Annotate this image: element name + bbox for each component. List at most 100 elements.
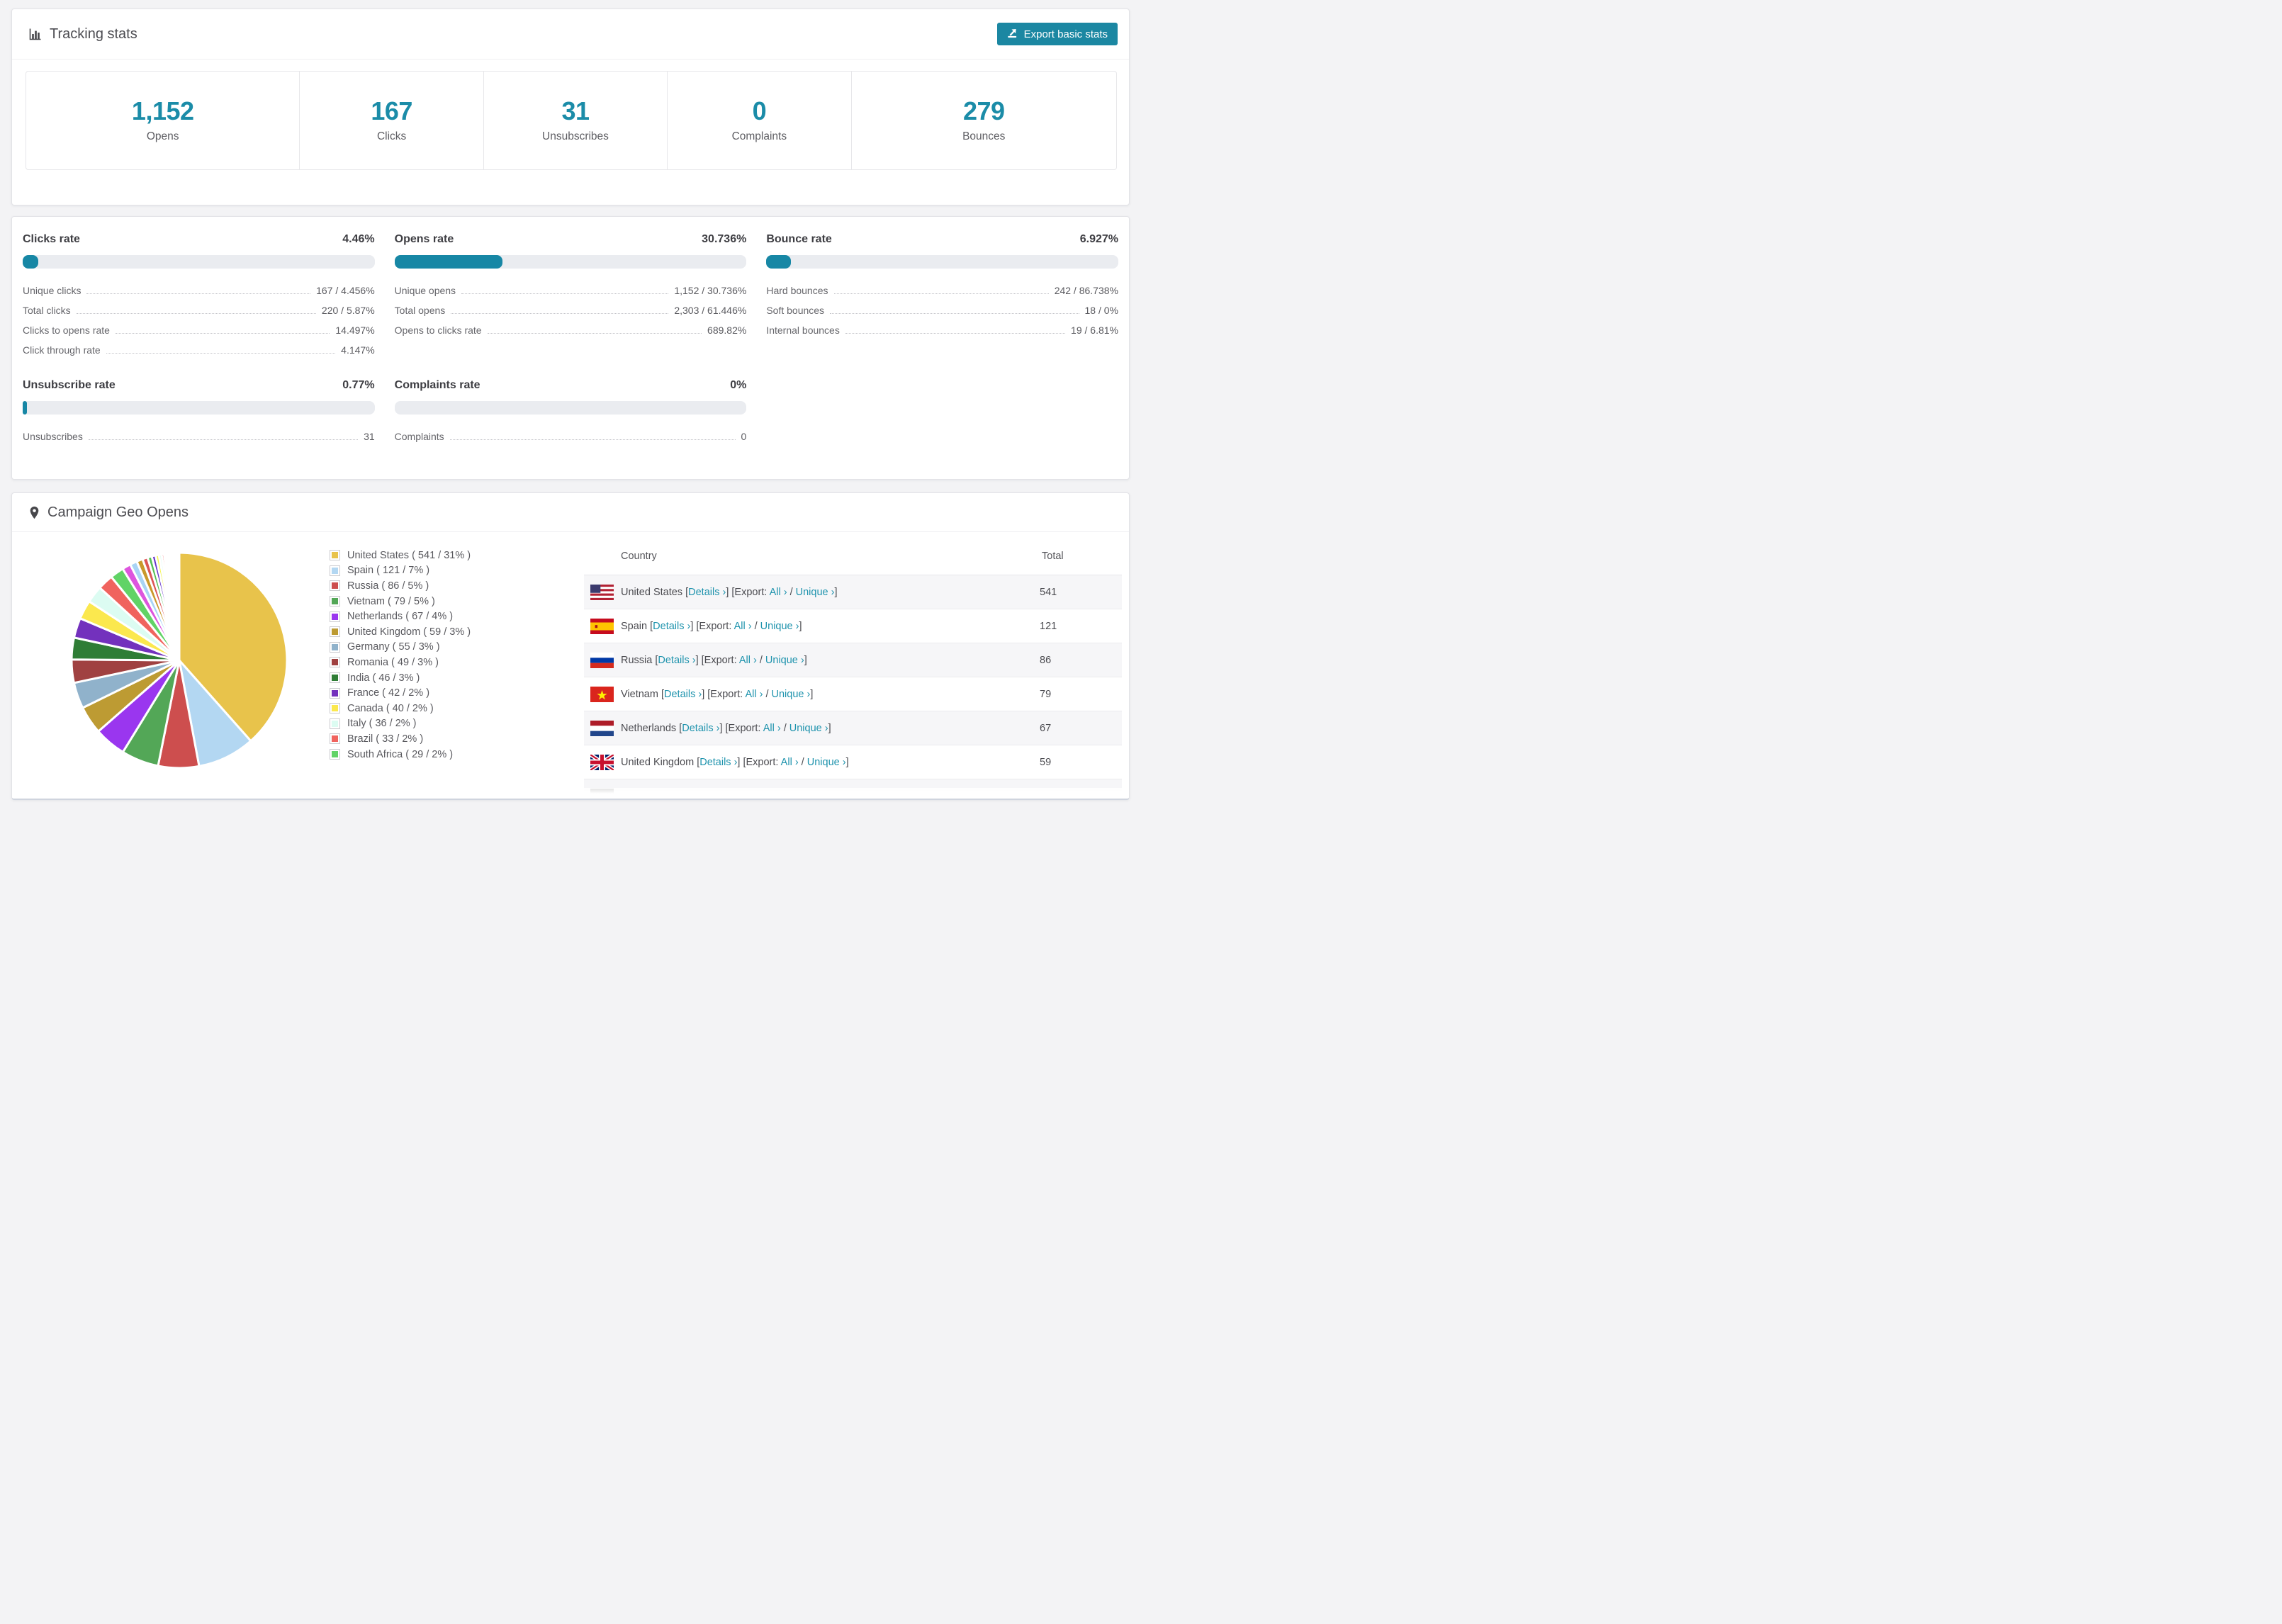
metric-label: Total clicks — [23, 305, 71, 316]
export-all-link[interactable]: All › — [734, 620, 752, 632]
metric-label: Hard bounces — [766, 285, 828, 296]
details-link[interactable]: Details › — [699, 756, 738, 768]
total-cell: 86 — [1040, 654, 1052, 666]
bar-chart-icon — [29, 28, 42, 40]
dotted-leader — [449, 439, 736, 440]
metric-label: Complaints — [394, 431, 444, 442]
export-all-link[interactable]: All › — [780, 756, 799, 768]
legend-label: France ( 42 / 2% ) — [347, 687, 430, 699]
legend-swatch — [330, 687, 340, 699]
tracking-stats-header: Tracking stats Export basic stats — [12, 9, 1129, 60]
stat-label: Unsubscribes — [542, 130, 609, 142]
details-link[interactable]: Details › — [658, 654, 696, 666]
country-cell: Netherlands [Details ›] [Export: All › /… — [621, 723, 831, 734]
geo-header: Campaign Geo Opens — [12, 493, 1129, 532]
legend-label: Romania ( 49 / 3% ) — [347, 656, 439, 668]
total-cell: 67 — [1040, 722, 1052, 734]
tracking-stats-title-wrap: Tracking stats — [29, 26, 137, 43]
export-all-link[interactable]: All › — [763, 722, 781, 734]
stat-cell: 167 Clicks — [300, 72, 484, 169]
export-unique-link[interactable]: Unique › — [765, 654, 804, 666]
metric-label: Opens to clicks rate — [394, 325, 482, 336]
country-name: United States — [621, 586, 683, 598]
legend-item: Vietnam ( 79 / 5% ) — [330, 594, 471, 609]
export-basic-stats-button[interactable]: Export basic stats — [996, 23, 1118, 45]
rate-rows: Unsubscribes 31 — [23, 426, 375, 446]
rate-value: 30.736% — [702, 233, 747, 245]
export-all-link[interactable]: All › — [745, 688, 763, 700]
geo-opens-table: Country Total United States [Details ›] … — [584, 538, 1122, 799]
legend-item: Italy ( 36 / 2% ) — [330, 716, 471, 732]
dashboard-page: Tracking stats Export basic stats 1,152 … — [0, 0, 1141, 812]
flag-vn-icon — [590, 686, 614, 702]
bracket-text: [ — [694, 756, 700, 768]
metric-value: 19 / 6.81% — [1071, 325, 1118, 336]
details-link[interactable]: Details › — [688, 586, 726, 598]
table-row: Russia [Details ›] [Export: All › / Uniq… — [584, 643, 1122, 677]
metric-row: Soft bounces 18 / 0% — [766, 300, 1118, 320]
summary-stats-box: 1,152 Opens 167 Clicks 31 Unsubscribes 0… — [26, 71, 1117, 170]
metric-label: Internal bounces — [766, 325, 840, 336]
details-link[interactable]: Details › — [653, 620, 691, 632]
rate-rows: Complaints 0 — [395, 426, 747, 446]
flag-es-icon — [590, 618, 614, 634]
table-header-row: Country Total — [584, 538, 1122, 575]
metric-row: Total opens 2,303 / 61.446% — [395, 300, 747, 320]
export-all-link[interactable]: All › — [738, 654, 757, 666]
export-all-link[interactable]: All › — [769, 586, 787, 598]
country-name: Netherlands — [621, 722, 677, 734]
export-unique-link[interactable]: Unique › — [795, 586, 835, 598]
rate-title: Unsubscribe rate — [23, 379, 116, 391]
stat-value: 167 — [371, 96, 412, 125]
progress-bar-fill — [23, 255, 39, 269]
metric-label: Click through rate — [23, 344, 101, 356]
metric-row: Clicks to opens rate 14.497% — [23, 320, 375, 339]
progress-bar — [394, 401, 747, 415]
metric-label: Unique opens — [394, 285, 456, 296]
details-link[interactable]: Details › — [682, 722, 720, 734]
metric-value: 14.497% — [335, 325, 375, 336]
geo-opens-pie-chart — [66, 547, 293, 774]
export-unique-link[interactable]: Unique › — [771, 688, 811, 700]
details-link[interactable]: Details › — [664, 688, 702, 700]
export-button-label: Export basic stats — [1023, 28, 1108, 40]
rate-title: Clicks rate — [23, 233, 80, 245]
slash-text: / — [756, 654, 765, 666]
rate-rows: Unique clicks 167 / 4.456% Total clicks … — [23, 280, 375, 359]
export-unique-link[interactable]: Unique › — [760, 620, 799, 632]
metric-label: Soft bounces — [766, 305, 825, 316]
rates-grid: Clicks rate 4.46% Unique clicks 167 / 4.… — [12, 217, 1129, 446]
slash-text: / — [763, 688, 772, 700]
country-name: Spain — [621, 620, 648, 632]
rate-card: Opens rate 30.736% Unique opens 1,152 / … — [394, 233, 747, 359]
dotted-leader — [487, 333, 702, 334]
export-unique-link[interactable]: Unique › — [789, 722, 828, 734]
rate-title: Complaints rate — [394, 379, 480, 391]
stat-cell: 1,152 Opens — [26, 72, 300, 169]
legend-item: Spain ( 121 / 7% ) — [330, 563, 471, 579]
rate-value: 0% — [730, 379, 747, 391]
metric-value: 1,152 / 30.736% — [674, 285, 747, 296]
rate-title: Opens rate — [394, 233, 454, 245]
legend-item: Canada ( 40 / 2% ) — [330, 701, 471, 716]
pie-legend: United States ( 541 / 31% ) Spain ( 121 … — [330, 548, 471, 762]
geo-title-wrap: Campaign Geo Opens — [29, 504, 189, 521]
flag-nl-icon — [590, 720, 614, 736]
slash-text: / — [780, 722, 789, 734]
metric-value: 4.147% — [341, 344, 375, 356]
metric-label: Clicks to opens rate — [23, 325, 110, 336]
country-cell: United Kingdom [Details ›] [Export: All … — [621, 757, 849, 768]
rate-card: Bounce rate 6.927% Hard bounces 242 / 86… — [766, 233, 1118, 359]
bracket-close-text: ] — [799, 620, 802, 632]
flag-ru-icon — [590, 652, 614, 668]
rate-value: 4.46% — [342, 233, 375, 245]
map-pin-icon — [29, 506, 40, 519]
dotted-leader — [115, 333, 330, 334]
dotted-leader — [106, 353, 336, 354]
dotted-leader — [451, 313, 669, 314]
metric-value: 31 — [364, 431, 375, 442]
export-unique-link[interactable]: Unique › — [806, 756, 846, 768]
legend-label: Germany ( 55 / 3% ) — [347, 641, 440, 653]
metric-row: Unique opens 1,152 / 30.736% — [395, 280, 747, 300]
progress-bar-fill — [394, 255, 503, 269]
